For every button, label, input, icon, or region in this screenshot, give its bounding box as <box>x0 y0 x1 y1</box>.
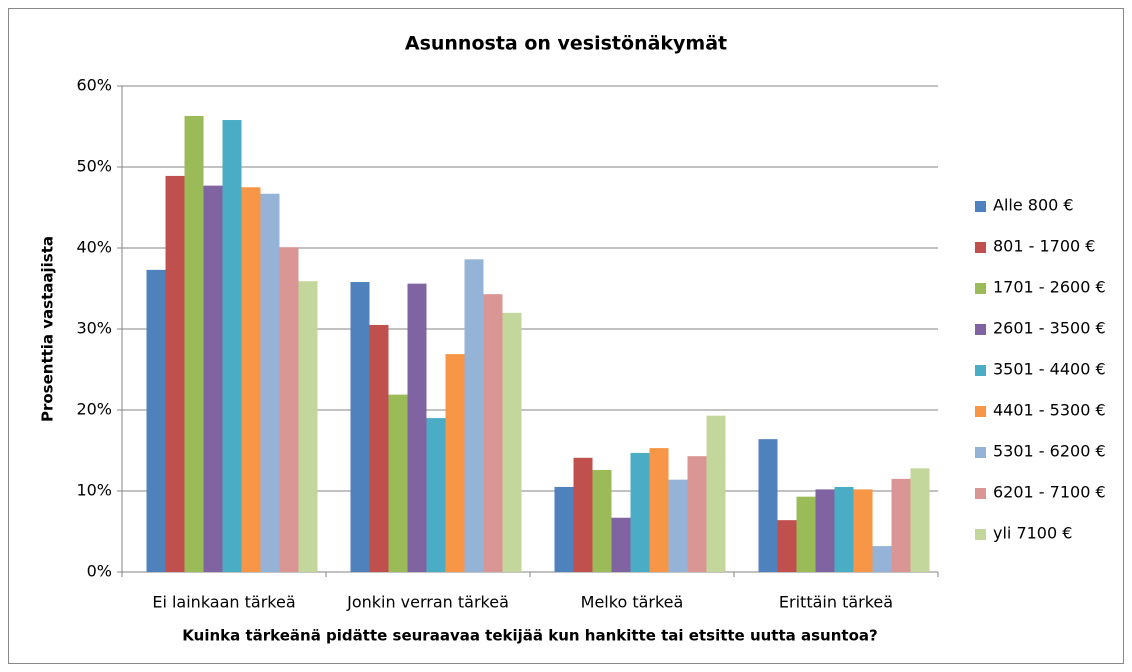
bar <box>611 517 631 572</box>
legend-swatch <box>975 242 986 253</box>
legend-label: 6201 - 7100 € <box>993 483 1106 502</box>
bar <box>464 259 484 572</box>
bar <box>260 193 280 573</box>
bar <box>369 324 389 572</box>
y-tick-label: 20% <box>76 400 112 419</box>
bar <box>592 469 612 572</box>
x-tick-label: Erittäin tärkeä <box>779 593 893 612</box>
legend-swatch <box>975 283 986 294</box>
bar <box>758 439 778 572</box>
legend-swatch <box>975 447 986 458</box>
x-axis-title: Kuinka tärkeänä pidätte seuraavaa tekijä… <box>182 627 877 645</box>
bar <box>445 354 465 572</box>
bar <box>649 448 669 572</box>
bar <box>146 269 166 572</box>
y-tick-label: 10% <box>76 481 112 500</box>
bar <box>222 120 242 573</box>
bar <box>853 489 873 572</box>
y-axis-title: Prosenttia vastaajista <box>39 236 57 422</box>
legend-label: 1701 - 2600 € <box>993 278 1106 297</box>
bar <box>350 282 370 572</box>
bar <box>834 486 854 572</box>
y-tick-label: 0% <box>87 562 112 581</box>
bar <box>203 185 223 572</box>
bar <box>554 486 574 572</box>
x-tick-label: Melko tärkeä <box>581 593 684 612</box>
bar <box>706 415 726 572</box>
x-tick-label: Jonkin verran tärkeä <box>346 593 509 612</box>
bar <box>777 520 797 572</box>
legend-label: 3501 - 4400 € <box>993 360 1106 379</box>
legend-label: 2601 - 3500 € <box>993 319 1106 338</box>
bar <box>687 456 707 572</box>
legend-label: 4401 - 5300 € <box>993 401 1106 420</box>
legend-swatch <box>975 406 986 417</box>
x-tick-label: Ei lainkaan tärkeä <box>152 593 295 612</box>
legend-swatch <box>975 529 986 540</box>
y-tick-label: 60% <box>76 76 112 95</box>
legend-label: yli 7100 € <box>993 524 1072 543</box>
y-tick-label: 50% <box>76 157 112 176</box>
chart-title: Asunnosta on vesistönäkymät <box>405 33 727 55</box>
bar <box>502 312 522 572</box>
bar <box>298 281 318 572</box>
bar <box>910 468 930 572</box>
legend-swatch <box>975 324 986 335</box>
y-tick-label: 40% <box>76 238 112 257</box>
bar <box>426 418 446 572</box>
bar <box>630 452 650 572</box>
bar <box>668 479 688 572</box>
bar <box>279 247 299 572</box>
bar <box>483 294 503 572</box>
bar <box>796 496 816 572</box>
bar <box>872 546 892 572</box>
legend-label: 5301 - 6200 € <box>993 442 1106 461</box>
legend-swatch <box>975 201 986 212</box>
legend-label: Alle 800 € <box>993 196 1074 215</box>
bar <box>573 457 593 572</box>
y-tick-label: 30% <box>76 319 112 338</box>
bar <box>407 283 427 572</box>
bar <box>815 489 835 572</box>
bar <box>388 394 408 572</box>
bar <box>891 478 911 572</box>
bar <box>241 187 261 572</box>
bar <box>165 175 185 572</box>
legend-swatch <box>975 365 986 376</box>
bar <box>184 115 204 572</box>
legend-swatch <box>975 488 986 499</box>
legend-label: 801 - 1700 € <box>993 237 1095 256</box>
